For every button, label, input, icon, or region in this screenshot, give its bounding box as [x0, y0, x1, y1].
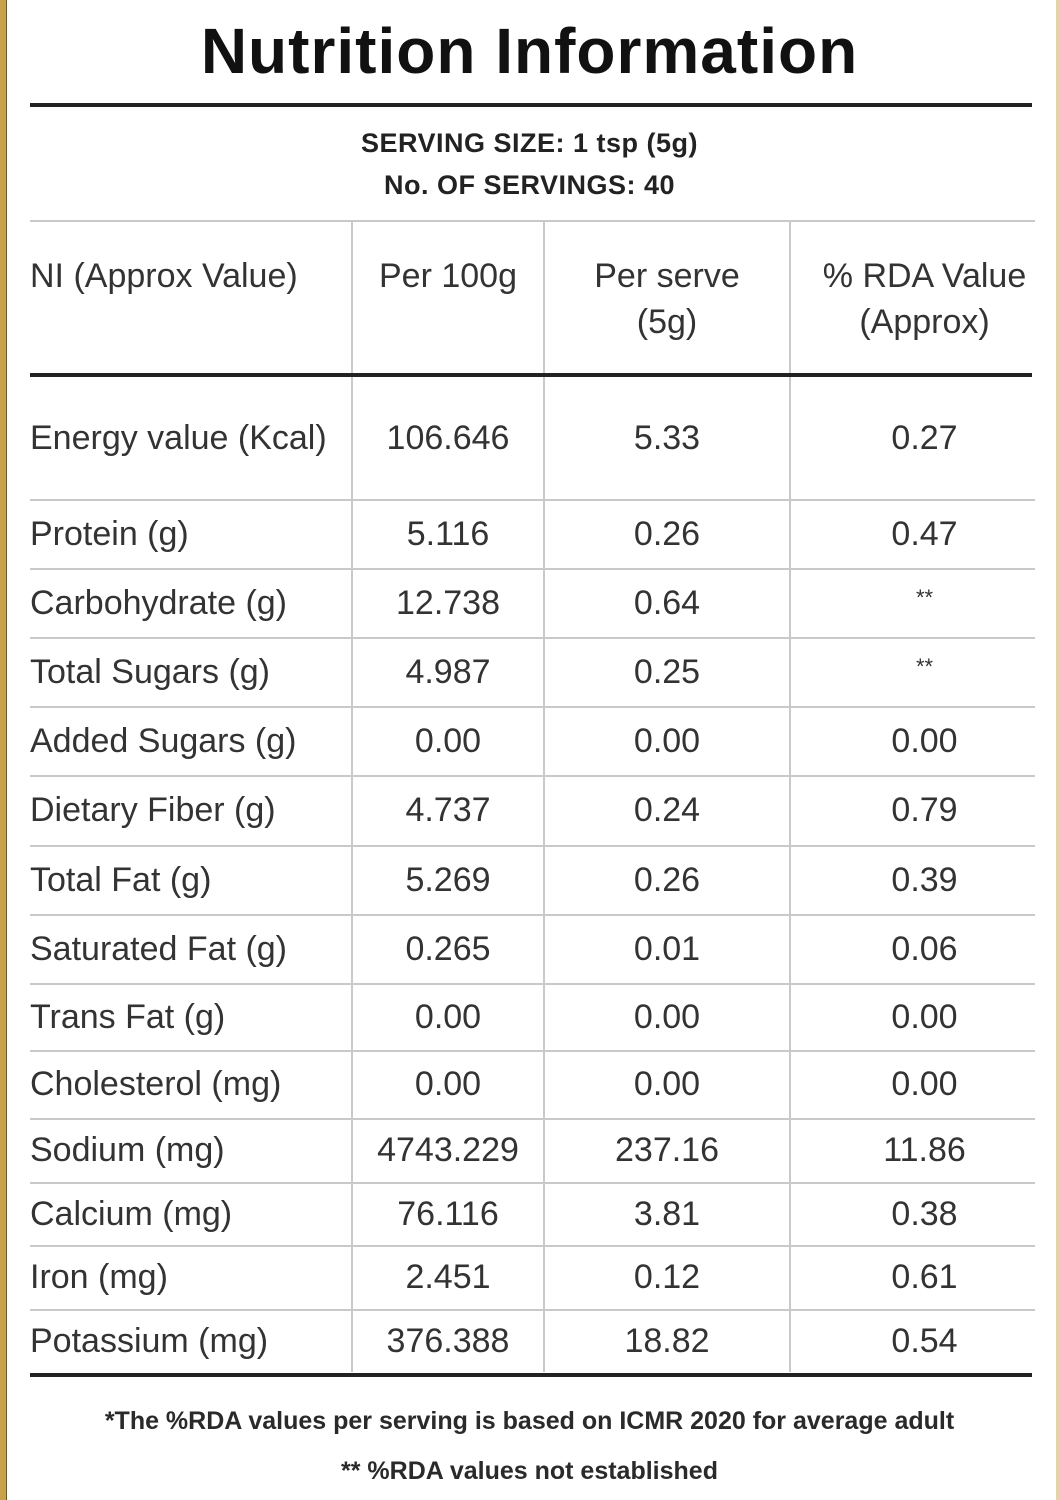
row-divider — [30, 706, 1035, 708]
nutrient-name: Potassium (mg) — [30, 1321, 269, 1360]
column-divider-3 — [789, 222, 791, 1372]
serving-size: SERVING SIZE: 1 tsp (5g) — [360, 128, 699, 158]
nutrient-name: Saturated Fat (g) — [30, 929, 288, 968]
row-divider — [30, 1182, 1035, 1184]
rda-value: 11.86 — [883, 1131, 966, 1170]
nutrient-name: Total Fat (g) — [30, 860, 212, 899]
nutrient-name: Protein (g) — [30, 514, 189, 553]
nutrient-name: Iron (mg) — [30, 1258, 168, 1297]
row-divider — [30, 845, 1035, 847]
header-per-serve: Per serve (5g) — [594, 257, 740, 341]
rda-value: 0.61 — [891, 1258, 958, 1297]
rda-value: ** — [915, 585, 934, 610]
per-100g-value: 4.987 — [405, 652, 491, 691]
header-rda: % RDA Value (Approx) — [822, 257, 1027, 341]
per-serve-value: 0.12 — [633, 1258, 701, 1297]
per-100g-value: 0.00 — [414, 997, 482, 1036]
servings-count: No. OF SERVINGS: 40 — [383, 170, 676, 200]
row-divider — [30, 637, 1035, 639]
rda-value: 0.39 — [891, 860, 958, 899]
per-100g-value: 0.00 — [414, 721, 482, 760]
row-divider — [30, 499, 1035, 501]
row-divider — [30, 568, 1035, 570]
page-title: Nutrition Information — [200, 15, 859, 87]
per-serve-value: 18.82 — [624, 1321, 710, 1360]
per-100g-value: 2.451 — [405, 1258, 491, 1297]
per-100g-value: 76.116 — [397, 1194, 499, 1233]
nutrient-name: Trans Fat (g) — [30, 997, 226, 1036]
row-divider — [30, 914, 1035, 916]
rda-value: 0.54 — [891, 1321, 958, 1360]
nutrient-name: Total Sugars (g) — [30, 652, 270, 691]
per-serve-value: 0.00 — [633, 721, 701, 760]
frame-border-left — [0, 0, 6, 1500]
per-serve-value: 0.01 — [633, 929, 701, 968]
per-serve-value: 0.00 — [633, 1065, 701, 1104]
header-per-100g: Per 100g — [379, 257, 517, 295]
nutrient-name: Dietary Fiber (g) — [30, 791, 276, 830]
per-100g-value: 376.388 — [386, 1321, 510, 1360]
per-serve-value: 0.26 — [633, 514, 701, 553]
nutrient-name: Energy value (Kcal) — [30, 419, 327, 458]
footnote-not-established: ** %RDA values not established — [341, 1457, 718, 1485]
nutrient-name: Carbohydrate (g) — [30, 583, 288, 622]
rda-value: 0.00 — [891, 1065, 958, 1104]
frame-border-right — [1056, 0, 1059, 1500]
nutrient-name: Cholesterol (mg) — [30, 1065, 282, 1104]
rda-value: 0.00 — [891, 721, 958, 760]
table-bottom-rule — [30, 1373, 1032, 1377]
row-divider — [30, 1245, 1035, 1247]
row-divider — [30, 1118, 1035, 1120]
rda-value: 0.00 — [891, 997, 958, 1036]
rda-value: 0.79 — [891, 791, 958, 830]
nutrient-name: Added Sugars (g) — [30, 721, 297, 760]
rda-value: 0.47 — [891, 514, 958, 553]
per-100g-value: 12.738 — [396, 583, 500, 622]
frame-border-left-inner — [6, 0, 7, 1500]
per-serve-value: 237.16 — [615, 1131, 719, 1170]
per-serve-value: 0.00 — [633, 997, 701, 1036]
per-serve-value: 0.24 — [633, 791, 701, 830]
rda-value: ** — [915, 654, 934, 679]
column-divider-2 — [543, 222, 545, 1372]
title-rule — [30, 103, 1032, 107]
row-divider — [30, 1050, 1035, 1052]
nutrient-name: Sodium (mg) — [30, 1131, 225, 1170]
header-top-rule — [30, 220, 1035, 222]
rda-value: 0.06 — [891, 929, 958, 968]
rda-value: 0.27 — [891, 419, 958, 458]
header-bottom-rule — [30, 373, 1032, 377]
per-100g-value: 0.265 — [405, 929, 491, 968]
per-serve-value: 5.33 — [633, 419, 701, 458]
footnote-rda-basis: *The %RDA values per serving is based on… — [104, 1407, 955, 1435]
per-100g-value: 0.00 — [414, 1065, 482, 1104]
per-serve-value: 0.26 — [633, 860, 701, 899]
row-divider — [30, 983, 1035, 985]
per-100g-value: 5.116 — [406, 514, 490, 553]
row-divider — [30, 775, 1035, 777]
header-nutrient: NI (Approx Value) — [30, 257, 298, 295]
row-divider — [30, 1309, 1035, 1311]
per-100g-value: 4.737 — [405, 791, 491, 830]
per-100g-value: 5.269 — [405, 860, 491, 899]
per-100g-value: 106.646 — [386, 419, 510, 458]
nutrient-name: Calcium (mg) — [30, 1194, 233, 1233]
per-serve-value: 3.81 — [633, 1194, 701, 1233]
per-100g-value: 4743.229 — [377, 1131, 519, 1170]
column-divider-1 — [351, 222, 353, 1372]
per-serve-value: 0.25 — [633, 652, 701, 691]
per-serve-value: 0.64 — [633, 583, 701, 622]
rda-value: 0.38 — [891, 1194, 958, 1233]
